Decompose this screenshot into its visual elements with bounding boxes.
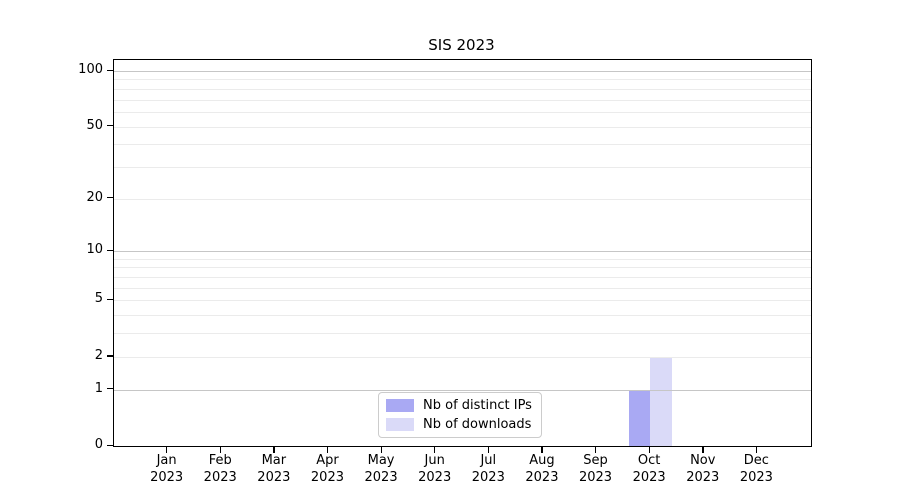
x-tick-month: Nov [690,453,716,468]
gridline-minor [114,126,811,128]
x-tick-label-jun: Jun 2023 [403,453,467,486]
x-tick-month: Oct [637,453,661,468]
gridline-minor [114,333,811,335]
gridline-minor [114,111,811,113]
x-tick-year: 2023 [203,469,237,485]
x-tick-year: 2023 [739,469,773,485]
x-tick-month: Jun [424,453,445,468]
gridline-minor [114,287,811,289]
x-tick-year: 2023 [364,469,398,485]
y-tick [107,444,113,446]
x-tick-year: 2023 [525,469,559,485]
y-tick-label: 5 [94,291,103,307]
x-tick-month: May [367,453,395,468]
x-tick-label-feb: Feb 2023 [188,453,252,486]
x-tick-month: Aug [529,453,555,468]
gridline-minor [114,79,811,81]
gridline-minor [114,88,811,90]
gridline-minor [114,277,811,279]
x-tick-month: Feb [208,453,232,468]
gridline-minor [114,315,811,317]
legend-item-downloads: Nb of downloads [386,417,532,432]
y-tick-label: 2 [94,347,103,363]
legend-item-distinct-ips: Nb of distinct IPs [386,398,532,413]
gridline-minor [114,99,811,101]
gridline-minor [114,166,811,168]
gridline-major [114,251,811,253]
legend-label-distinct-ips: Nb of distinct IPs [423,398,532,413]
legend-label-downloads: Nb of downloads [423,417,532,432]
gridline-major [114,389,811,391]
gridline-minor [114,258,811,260]
x-tick-label-dec: Dec 2023 [724,453,788,486]
x-tick-year: 2023 [578,469,613,485]
y-tick [107,388,113,390]
gridline-minor [114,198,811,200]
y-tick-label: 50 [86,117,103,133]
x-tick [648,446,650,453]
x-tick-label-jan: Jan 2023 [135,453,199,486]
x-tick-year: 2023 [418,469,452,485]
x-tick-label-may: May 2023 [349,453,413,486]
x-tick-month: Jul [480,453,497,468]
x-tick [219,446,222,453]
x-tick-label-aug: Aug 2023 [510,453,574,486]
x-tick [702,446,704,453]
x-tick [541,446,543,453]
y-tick-label: 20 [86,189,103,205]
y-tick-label: 10 [86,242,103,258]
y-tick [107,355,113,357]
legend-swatch-distinct-ips [386,399,414,412]
x-tick-label-mar: Mar 2023 [242,453,306,486]
y-tick-label: 1 [94,380,103,396]
bar-oct-distinct-ips [628,389,651,446]
x-tick-year: 2023 [471,469,505,485]
x-tick-month: Mar [261,453,287,468]
y-tick [107,125,113,127]
gridline-minor [114,300,811,302]
y-tick [107,69,113,71]
x-tick-label-oct: Oct 2023 [617,453,681,486]
x-tick-month: Sep [583,453,608,468]
x-tick-label-apr: Apr 2023 [295,453,359,486]
x-tick-year: 2023 [310,469,344,485]
x-tick-year: 2023 [686,469,720,485]
y-tick [107,197,113,199]
x-tick-year: 2023 [150,469,184,485]
gridline-minor [114,144,811,146]
x-tick-month: Jan [156,453,177,468]
x-tick [487,446,490,453]
x-tick-label-jul: Jul 2023 [456,453,520,486]
x-tick-month: Dec [743,453,769,468]
x-tick [273,446,275,453]
gridline-major [114,71,811,72]
x-tick-year: 2023 [257,469,291,485]
x-tick [434,446,436,453]
plot-area [113,59,812,447]
y-tick-label: 100 [78,62,103,77]
bar-oct-downloads [650,356,672,446]
legend-swatch-downloads [386,418,414,431]
x-tick [595,446,597,453]
gridline-minor [114,267,811,269]
y-tick [107,249,113,251]
x-tick-label-nov: Nov 2023 [671,453,735,486]
chart-title: SIS 2023 [428,36,495,54]
gridline-minor [114,356,811,358]
x-tick [166,446,168,453]
x-tick [755,446,758,453]
x-tick-label-sep: Sep 2023 [564,453,628,486]
y-tick [107,298,113,301]
x-tick [380,446,382,453]
legend: Nb of distinct IPs Nb of downloads [378,392,542,438]
x-tick-month: Apr [316,453,339,468]
x-tick-year: 2023 [632,469,666,485]
x-tick [326,446,329,453]
y-tick-label: 0 [94,437,103,452]
